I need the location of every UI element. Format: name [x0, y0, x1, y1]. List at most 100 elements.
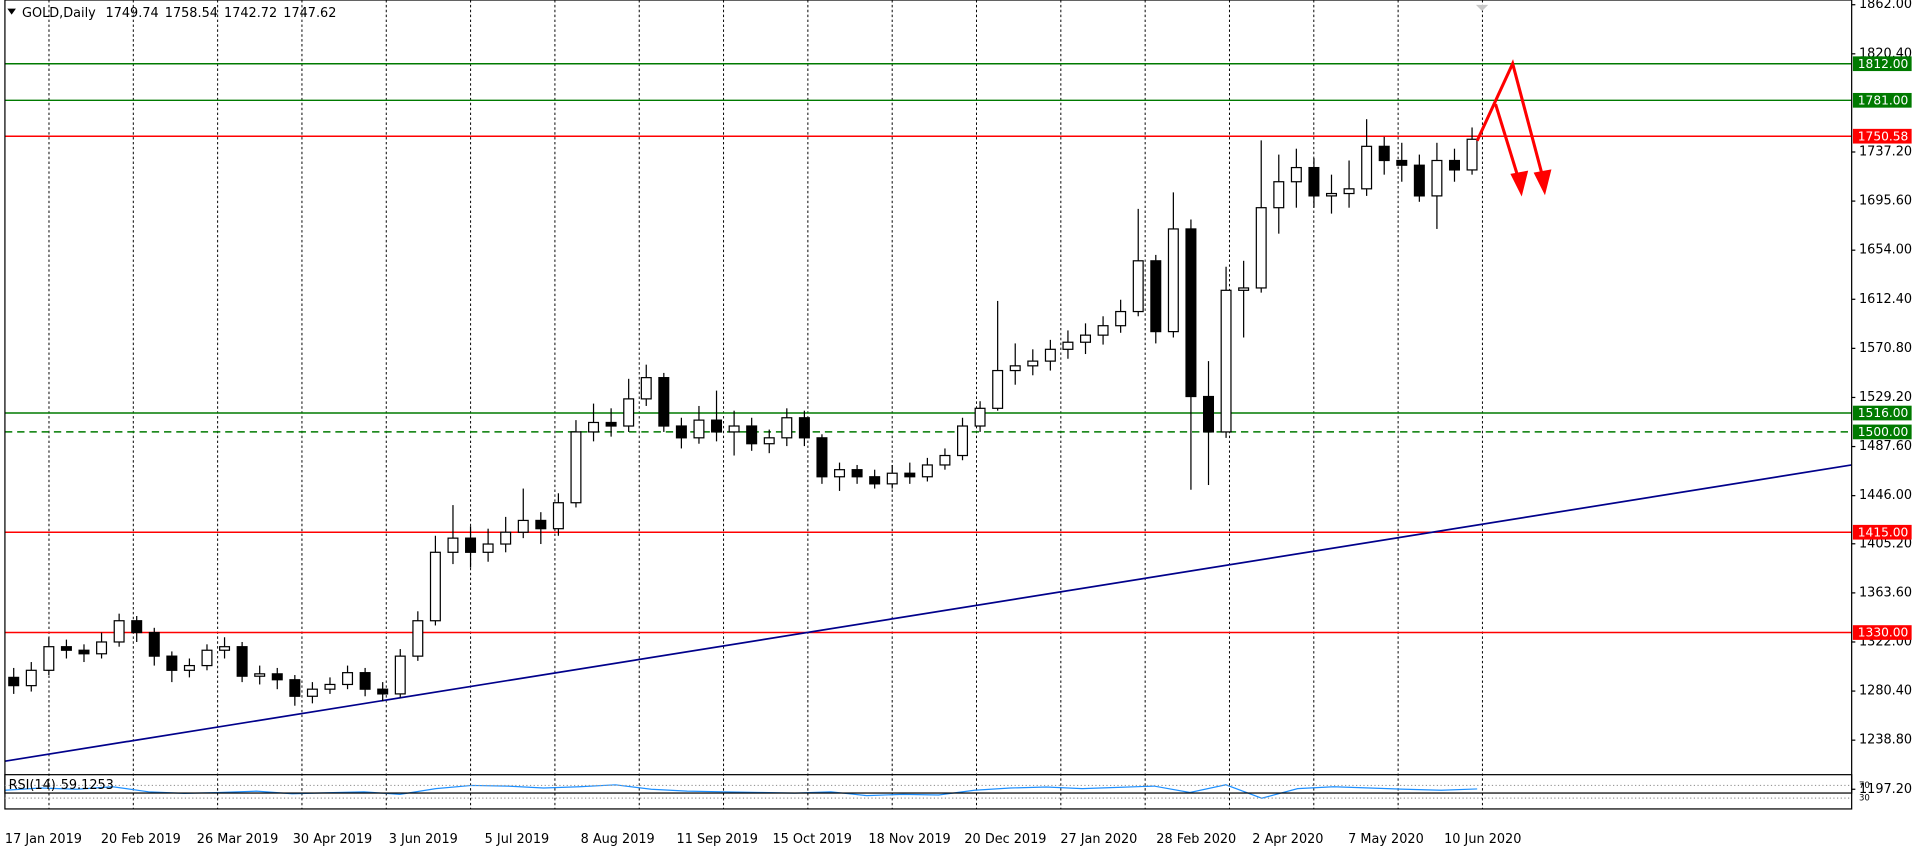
- candle-body: [552, 502, 564, 530]
- candle-body: [834, 469, 846, 478]
- x-tick-label: 11 Sep 2019: [677, 832, 758, 847]
- candle-body: [781, 417, 793, 439]
- ohlc-value: 1749.74: [106, 6, 159, 21]
- candle-body: [1132, 260, 1144, 313]
- candle-body: [1396, 159, 1408, 166]
- y-tick-label: 1238.80: [1859, 733, 1912, 748]
- candle-body: [1097, 325, 1109, 336]
- x-tick-label: 27 Jan 2020: [1060, 832, 1137, 847]
- rsi-last: 59.1253: [61, 778, 114, 793]
- candle-body: [1185, 228, 1197, 398]
- y-tick-label: 1446.00: [1859, 488, 1912, 503]
- rsi-title: RSI(14): [9, 778, 56, 793]
- candle-body: [412, 620, 424, 657]
- candle-body: [465, 537, 477, 553]
- candle-body: [201, 649, 213, 667]
- candle-body: [974, 407, 986, 427]
- candle-body: [588, 421, 600, 433]
- candle-body: [219, 646, 231, 651]
- candle-body: [1378, 145, 1390, 162]
- candle-body: [570, 431, 582, 504]
- trendline: [4, 464, 1852, 763]
- candle-body: [500, 531, 512, 545]
- level-label-box: [1852, 424, 1912, 440]
- candle-body: [1290, 166, 1302, 183]
- y-tick-label: 1405.20: [1859, 536, 1912, 551]
- level-label: 1750.58: [1858, 129, 1909, 143]
- y-tick-label: 1570.80: [1859, 341, 1912, 356]
- candle-body: [342, 672, 354, 686]
- arrow-head: [1510, 170, 1529, 197]
- candle-body: [113, 620, 125, 643]
- candle-body: [1044, 348, 1056, 362]
- candle-body: [1413, 164, 1425, 197]
- ohlc-value: 1758.54: [165, 6, 218, 21]
- x-tick-label: 3 Jun 2019: [389, 832, 458, 847]
- arrow-path: [1475, 59, 1546, 184]
- candle-body: [605, 421, 617, 427]
- y-tick-label: 1654.00: [1859, 243, 1912, 258]
- candle-body: [1273, 181, 1285, 209]
- candle-body: [377, 688, 389, 695]
- candle-body: [1080, 334, 1092, 343]
- candle-body: [324, 683, 336, 690]
- candle-body: [904, 472, 916, 478]
- header: GOLD,Daily 1749.74 1758.54 1742.72 1747.62: [22, 6, 336, 21]
- candle-body: [1062, 341, 1074, 350]
- candle-body: [851, 469, 863, 478]
- candle-body: [728, 425, 740, 433]
- candle-body: [131, 620, 143, 634]
- candle-body: [1238, 287, 1250, 291]
- candle-body: [939, 454, 951, 466]
- candle-body: [1431, 159, 1443, 197]
- rsi-line: [4, 784, 1478, 799]
- candle-body: [957, 425, 969, 457]
- candle-body: [359, 672, 371, 690]
- y-tick-label: 1695.60: [1859, 194, 1912, 209]
- candle-body: [96, 641, 108, 655]
- candle-body: [1027, 360, 1039, 367]
- candle-body: [183, 664, 195, 671]
- candle-body: [798, 417, 810, 439]
- candle-body: [447, 537, 459, 553]
- candle-body: [623, 398, 635, 427]
- main-frame: [4, 0, 1853, 794]
- y-tick-label: 1737.20: [1859, 144, 1912, 159]
- candle-body: [1115, 310, 1127, 327]
- arrow-head: [1533, 169, 1552, 196]
- shift-marker: [1475, 4, 1489, 12]
- candle-body: [306, 688, 318, 697]
- candle-body: [166, 655, 178, 671]
- candle-body: [1308, 166, 1320, 197]
- candle-body: [1343, 188, 1355, 195]
- candle-body: [254, 673, 266, 677]
- candle-body: [429, 551, 441, 622]
- x-tick-label: 28 Feb 2020: [1156, 832, 1236, 847]
- rsi-tick-label: 30: [1859, 794, 1870, 804]
- y-tick-label: 1280.40: [1859, 684, 1912, 699]
- level-label: 1812.00: [1858, 57, 1909, 71]
- candle-body: [693, 419, 705, 439]
- level-label-box: [1852, 405, 1912, 421]
- level-label-box: [1852, 524, 1912, 540]
- x-tick-label: 8 Aug 2019: [581, 832, 655, 847]
- level-label: 1781.00: [1858, 93, 1909, 107]
- level-label: 1415.00: [1858, 525, 1909, 539]
- y-tick-label: 1612.40: [1859, 292, 1912, 307]
- menu-triangle: [7, 8, 16, 15]
- candle-body: [148, 631, 160, 657]
- candle-body: [675, 425, 687, 439]
- y-tick-label: 1363.60: [1859, 585, 1912, 600]
- candle-body: [1167, 228, 1179, 333]
- candle-body: [746, 425, 758, 445]
- x-tick-label: 15 Oct 2019: [773, 832, 852, 847]
- candle-body: [535, 519, 547, 530]
- annotation-arrows: [1475, 59, 1552, 197]
- y-tick-label: 1529.20: [1859, 390, 1912, 405]
- candle-body: [482, 543, 494, 553]
- candle-body: [8, 676, 20, 687]
- x-tick-label: 5 Jul 2019: [485, 832, 550, 847]
- candle-body: [78, 649, 90, 655]
- candle-body: [236, 646, 248, 677]
